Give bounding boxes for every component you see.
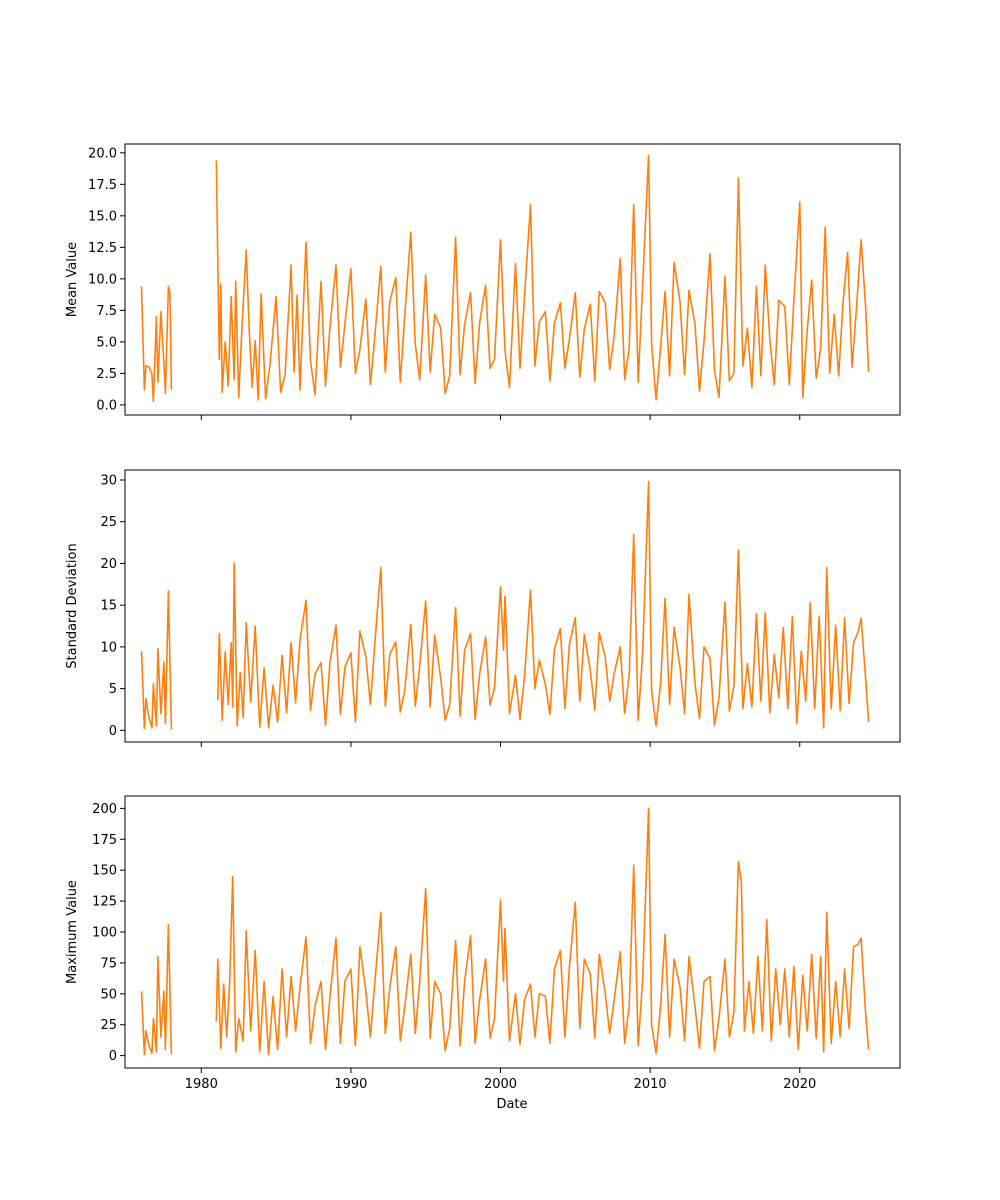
y-axis-label: Mean Value: [65, 242, 80, 317]
maximum-value-plot: 1980 1990 2000 2010 2020 0 25 50 75 100 125 150 175…: [65, 795, 901, 1092]
y-tick-label: 20.0: [88, 146, 117, 161]
y-tick-label: 15: [100, 599, 117, 614]
y-axis-label: Maximum Value: [65, 880, 80, 984]
series-line: [140, 590, 173, 730]
y-tick-label: 2.5: [96, 367, 117, 382]
axes-frame: [124, 469, 901, 743]
y-tick-label: 30: [100, 474, 117, 489]
y-tick-label: 7.5: [96, 304, 117, 319]
y-tick-label: 0.0: [96, 398, 117, 413]
y-tick-label: 12.5: [88, 241, 117, 256]
y-tick-label: 125: [92, 895, 117, 910]
series-lines: [140, 807, 870, 1056]
y-tick-label: 15.0: [88, 209, 117, 224]
y-tick-label: 0: [109, 724, 117, 739]
series-line: [140, 923, 173, 1056]
series-line: [140, 285, 173, 402]
y-tick-label: 10: [100, 640, 117, 655]
y-tick-label: 150: [92, 864, 117, 879]
y-ticks: 0 25 50 75 100 125 150 175 200: [92, 802, 125, 1064]
mean-value-plot: 0.0 2.5 5.0 7.5 10.0 12.5 15.0 17.5 20.0 Mean Va…: [65, 143, 901, 420]
x-tick-label: 1990: [334, 1077, 367, 1092]
x-tick-label: 1980: [185, 1077, 218, 1092]
y-axis-label: Standard Deviation: [65, 543, 80, 668]
x-ticks: [200, 415, 801, 420]
y-tick-label: 25: [100, 515, 117, 530]
y-tick-label: 0: [109, 1049, 117, 1064]
y-tick-label: 17.5: [88, 178, 117, 193]
series-lines: [140, 154, 870, 402]
series-line: [215, 154, 870, 401]
y-tick-label: 75: [100, 956, 117, 971]
y-tick-label: 10.0: [88, 272, 117, 287]
y-tick-label: 20: [100, 557, 117, 572]
series-line: [217, 480, 870, 729]
y-tick-label: 50: [100, 987, 117, 1002]
x-ticks: [200, 742, 801, 747]
y-ticks: 0.0 2.5 5.0 7.5 10.0 12.5 15.0 17.5 20.0: [88, 146, 125, 413]
series-lines: [140, 480, 870, 730]
axes-frame: [124, 143, 901, 416]
y-tick-label: 200: [92, 802, 117, 817]
series-line: [215, 807, 870, 1056]
y-tick-label: 25: [100, 1018, 117, 1033]
x-axis-label: Date: [496, 1097, 527, 1112]
y-tick-label: 175: [92, 833, 117, 848]
y-tick-label: 5: [109, 682, 117, 697]
y-tick-label: 5.0: [96, 335, 117, 350]
x-tick-label: 2010: [634, 1077, 667, 1092]
x-tick-label: 2000: [484, 1077, 517, 1092]
axes-frame: [124, 795, 901, 1069]
x-ticks: 1980 1990 2000 2010 2020: [185, 1068, 816, 1092]
x-tick-label: 2020: [783, 1077, 816, 1092]
y-tick-label: 100: [92, 926, 117, 941]
y-ticks: 0 5 10 15 20 25 30: [100, 474, 125, 739]
standard-deviation-plot: 0 5 10 15 20 25 30 Standard Deviation: [65, 469, 901, 747]
